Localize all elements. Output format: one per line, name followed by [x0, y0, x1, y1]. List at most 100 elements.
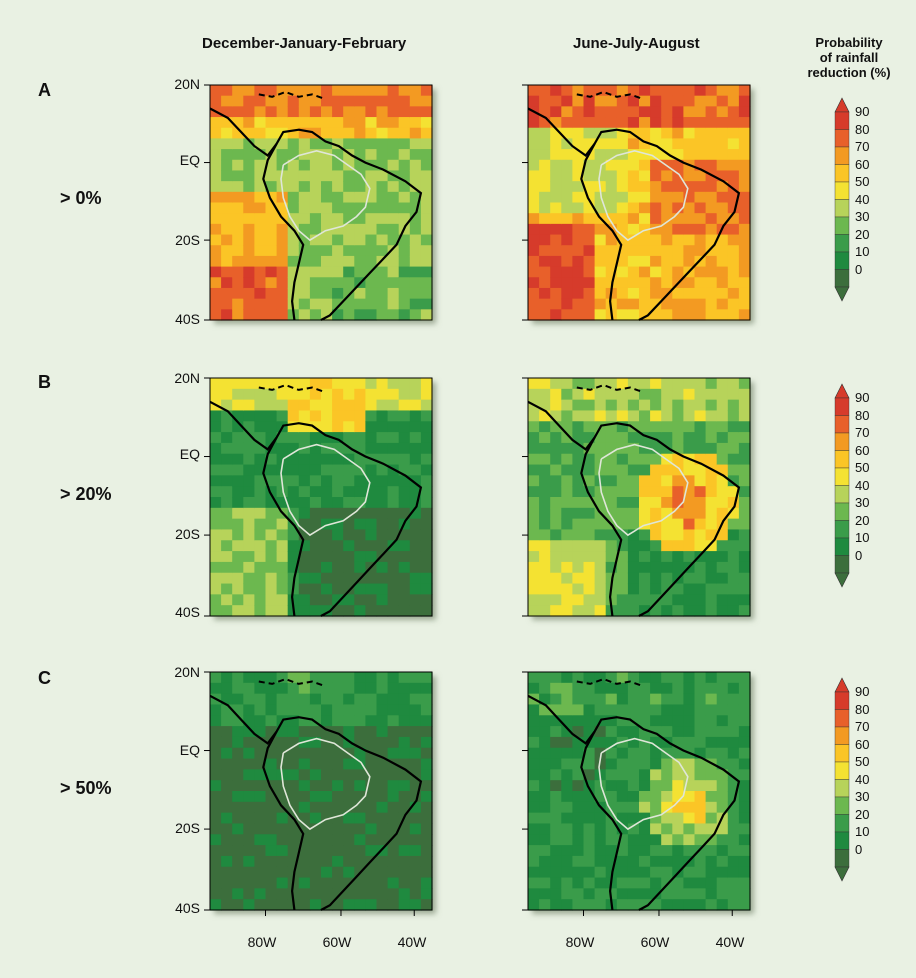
- grid-cell: [572, 213, 585, 225]
- grid-cell: [309, 309, 322, 321]
- grid-cell: [387, 551, 400, 563]
- grid-cell: [561, 106, 573, 118]
- grid-cell: [738, 529, 751, 541]
- grid-cell: [409, 266, 422, 278]
- colorbar-swatch: [834, 111, 850, 130]
- grid-cell: [409, 149, 422, 161]
- grid-cell: [694, 899, 707, 911]
- grid-cell: [210, 309, 222, 321]
- grid-cell: [661, 594, 673, 606]
- grid-cell: [639, 583, 651, 595]
- grid-cell: [528, 682, 540, 695]
- grid-cell: [365, 309, 378, 321]
- grid-cell: [572, 378, 585, 390]
- grid-cell: [694, 715, 707, 727]
- colorbar-title-line: of rainfall: [819, 50, 879, 65]
- grid-cell: [309, 191, 322, 204]
- grid-cell: [716, 866, 729, 879]
- grid-cell: [683, 85, 696, 97]
- grid-cell: [672, 747, 684, 760]
- grid-cell: [287, 693, 300, 706]
- grid-cell: [727, 888, 740, 900]
- grid-cell: [639, 682, 651, 695]
- grid-cell: [332, 287, 344, 300]
- colorbar-swatch: [834, 796, 850, 815]
- grid-cell: [528, 223, 540, 236]
- grid-cell: [210, 255, 222, 268]
- grid-cell: [276, 191, 289, 204]
- grid-cell: [409, 432, 422, 444]
- grid-cell: [727, 213, 740, 225]
- grid-cell: [705, 213, 718, 225]
- grid-cell: [309, 95, 322, 107]
- coastline-west: [580, 730, 623, 911]
- grid-cell: [572, 529, 585, 541]
- grid-cell: [572, 388, 585, 401]
- grid-cell: [376, 507, 389, 520]
- grid-cell: [265, 298, 278, 310]
- grid-cell: [276, 529, 289, 541]
- grid-cell: [672, 159, 684, 172]
- grid-cell: [332, 594, 344, 606]
- grid-cell: [716, 95, 729, 107]
- grid-cell: [705, 486, 718, 498]
- grid-cell: [232, 388, 244, 401]
- grid-cell: [254, 704, 267, 716]
- grid-cell: [365, 202, 378, 214]
- grid-cell: [616, 191, 629, 204]
- grid-cell: [694, 780, 707, 792]
- grid-cell: [243, 464, 255, 476]
- grid-cell: [343, 812, 355, 825]
- grid-cell: [354, 518, 366, 531]
- grid-cell: [605, 464, 618, 476]
- grid-cell: [210, 287, 222, 300]
- grid-cell: [343, 298, 355, 310]
- grid-cell: [694, 572, 707, 585]
- grid-cell: [672, 672, 684, 684]
- grid-cell: [594, 410, 607, 422]
- lat-label: 20S: [175, 820, 200, 836]
- grid-cell: [365, 715, 378, 727]
- grid-cell: [365, 605, 378, 617]
- grid-cell: [409, 245, 422, 257]
- grid-cell: [321, 866, 333, 879]
- grid-cell: [650, 287, 662, 300]
- grid-cell: [221, 518, 233, 531]
- grid-cell: [298, 758, 311, 770]
- grid-cell: [583, 255, 596, 268]
- grid-cell: [332, 791, 344, 803]
- grid-cell: [661, 95, 673, 107]
- grid-cell: [420, 572, 433, 585]
- grid-cell: [528, 736, 540, 749]
- grid-cell: [321, 780, 333, 792]
- grid-cell: [694, 399, 707, 412]
- grid-cell: [716, 378, 729, 390]
- grid-cell: [232, 672, 244, 684]
- grid-cell: [221, 769, 233, 781]
- grid-cell: [528, 149, 540, 161]
- grid-cell: [376, 85, 389, 97]
- grid-cell: [583, 223, 596, 236]
- grid-cell: [561, 127, 573, 140]
- grid-cell: [365, 410, 378, 422]
- grid-cell: [298, 715, 311, 727]
- grid-cell: [332, 704, 344, 716]
- grid-cell: [287, 529, 300, 541]
- grid-cell: [705, 888, 718, 900]
- grid-cell: [639, 421, 651, 433]
- grid-cell: [639, 791, 651, 803]
- grid-cell: [398, 464, 411, 476]
- grid-cell: [210, 245, 222, 257]
- grid-cell: [627, 181, 640, 193]
- grid-cell: [627, 497, 640, 509]
- grid-cell: [672, 213, 684, 225]
- grid-cell: [409, 475, 422, 487]
- grid-cell: [354, 442, 366, 455]
- grid-cell: [550, 277, 562, 289]
- grid-cell: [332, 551, 344, 563]
- grid-cell: [738, 309, 751, 321]
- grid-cell: [650, 106, 662, 118]
- grid-cell: [694, 309, 707, 321]
- grid-cell: [398, 421, 411, 433]
- grid-cell: [694, 561, 707, 574]
